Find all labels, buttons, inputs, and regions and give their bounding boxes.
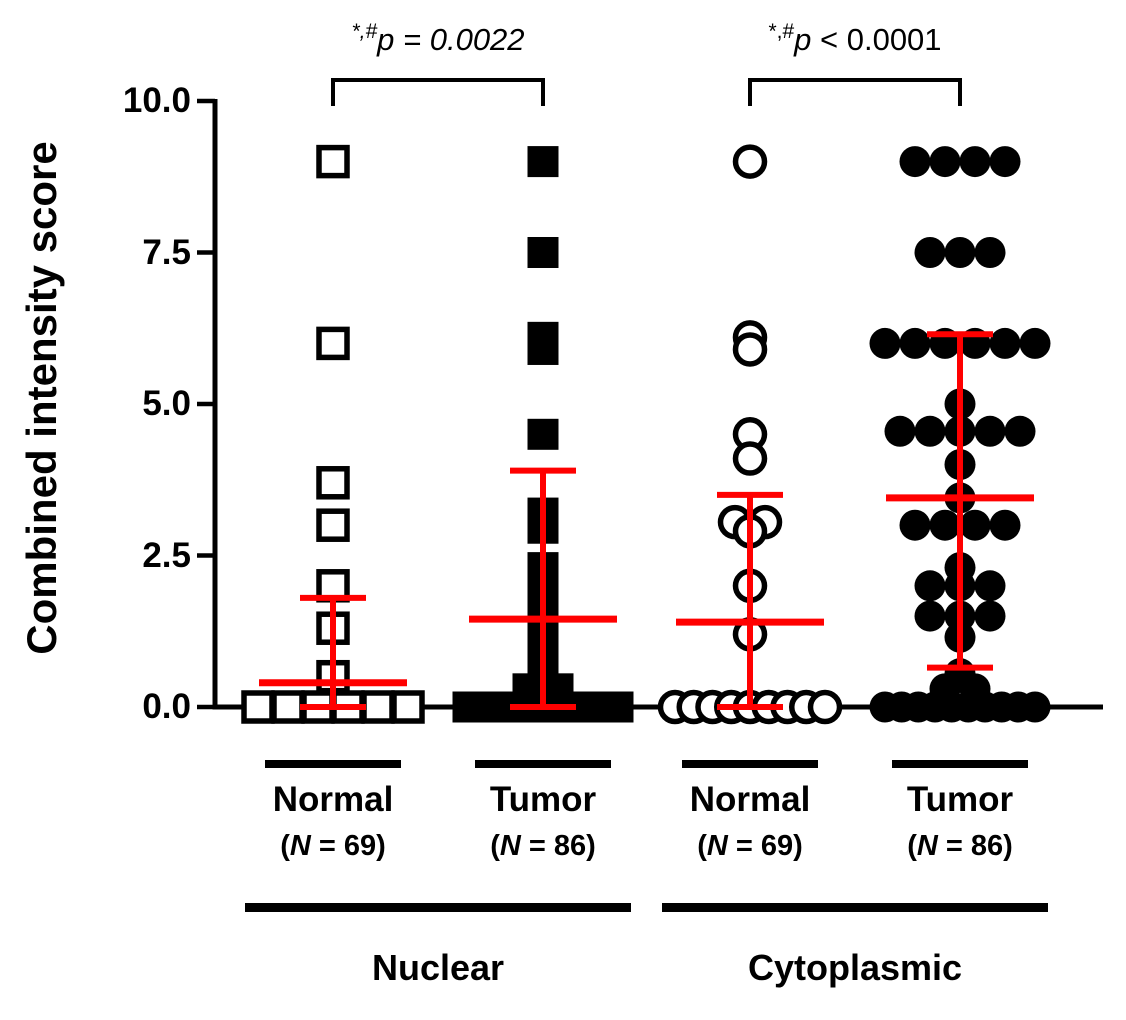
p-value-text: = 0.0022 xyxy=(394,22,525,57)
group-underline xyxy=(475,760,611,768)
data-point-filled-circle xyxy=(914,570,946,602)
data-point-filled-circle xyxy=(914,415,946,447)
y-tick-label: 2.5 xyxy=(142,535,191,575)
group-label: Normal xyxy=(689,780,811,819)
n-label-part: = 69) xyxy=(727,830,803,862)
data-point-open-square xyxy=(391,690,425,724)
significance-superscript: *,# xyxy=(768,20,795,43)
data-point-filled-square xyxy=(527,418,559,450)
n-label-part: ( xyxy=(280,830,290,862)
data-point-filled-circle xyxy=(899,509,931,541)
group-n-label: (N = 69) xyxy=(280,830,386,863)
data-point-filled-circle xyxy=(974,570,1006,602)
data-point-filled-circle xyxy=(974,415,1006,447)
data-point-filled-circle xyxy=(989,509,1021,541)
data-point-filled-circle xyxy=(1019,691,1051,723)
group-label: Tumor xyxy=(489,780,597,819)
data-point-filled-circle xyxy=(884,415,916,447)
significance-bracket xyxy=(331,78,545,106)
y-tick-label: 0.0 xyxy=(142,687,191,726)
group-label: Tumor xyxy=(906,780,1014,819)
data-point-filled-circle xyxy=(929,509,961,541)
data-point-open-square xyxy=(316,326,350,361)
data-point-filled-circle xyxy=(974,600,1006,632)
data-point-filled-circle xyxy=(929,146,961,178)
y-axis-title: Combined intensity score xyxy=(18,141,65,655)
n-label-part: ( xyxy=(490,830,500,862)
p-value-text: < 0.0001 xyxy=(811,22,942,57)
n-label-part: N xyxy=(916,830,938,862)
group-label: Normal xyxy=(272,780,394,819)
group-underline xyxy=(892,760,1028,768)
group-underline xyxy=(682,760,818,768)
p-symbol: p xyxy=(794,22,812,57)
n-label-part: = 69) xyxy=(310,830,386,862)
data-point-open-square xyxy=(316,508,350,542)
data-point-open-circle xyxy=(732,144,768,179)
data-point-filled-circle xyxy=(989,146,1021,178)
y-tick-label: 10.0 xyxy=(122,81,191,120)
data-point-filled-circle xyxy=(959,146,991,178)
data-point-filled-circle xyxy=(914,600,946,632)
p-symbol: p xyxy=(377,22,395,57)
data-point-filled-circle xyxy=(869,327,901,359)
n-label-part: ( xyxy=(697,830,707,862)
n-label-part: = 86) xyxy=(937,830,1013,862)
data-point-filled-circle xyxy=(1019,327,1051,359)
n-label-part: N xyxy=(499,830,521,862)
data-point-open-square xyxy=(271,690,305,724)
data-point-filled-square xyxy=(527,333,559,365)
significance-bracket xyxy=(748,78,962,106)
y-tick-label: 5.0 xyxy=(142,384,191,423)
data-point-filled-circle xyxy=(989,327,1021,359)
data-point-filled-square xyxy=(527,146,559,178)
group-n-label: (N = 86) xyxy=(907,830,1013,863)
data-point-filled-circle xyxy=(899,146,931,178)
group-underline xyxy=(265,760,401,768)
n-label-part: N xyxy=(706,830,728,862)
data-point-filled-square xyxy=(602,691,634,723)
data-point-open-circle xyxy=(732,332,768,367)
data-point-open-square xyxy=(361,690,395,724)
data-point-open-circle xyxy=(732,441,768,476)
data-point-filled-circle xyxy=(974,237,1006,268)
category-label: Cytoplasmic xyxy=(747,947,963,988)
data-point-filled-circle xyxy=(959,509,991,541)
significance-label: *,#p = 0.0022 xyxy=(351,20,525,58)
group-n-label: (N = 69) xyxy=(697,830,803,863)
data-point-filled-circle xyxy=(899,327,931,359)
significance-label: *,#p < 0.0001 xyxy=(768,20,942,58)
category-label: Nuclear xyxy=(371,947,505,988)
n-label-part: = 86) xyxy=(520,830,596,862)
data-point-filled-circle xyxy=(914,237,946,268)
significance-superscript: *,# xyxy=(351,20,378,43)
data-point-open-square xyxy=(316,144,350,179)
n-label-part: N xyxy=(289,830,311,862)
n-label-part: ( xyxy=(907,830,917,862)
data-point-filled-circle xyxy=(944,237,976,268)
supergroup-underline xyxy=(245,903,631,912)
group-n-label: (N = 86) xyxy=(490,830,596,863)
y-tick-label: 7.5 xyxy=(142,232,191,272)
supergroup-underline xyxy=(662,903,1048,912)
data-point-open-square xyxy=(241,690,275,724)
data-point-filled-square xyxy=(527,237,559,268)
data-point-open-square xyxy=(316,466,350,500)
data-point-open-circle xyxy=(807,689,843,725)
data-point-filled-circle xyxy=(1004,415,1036,447)
